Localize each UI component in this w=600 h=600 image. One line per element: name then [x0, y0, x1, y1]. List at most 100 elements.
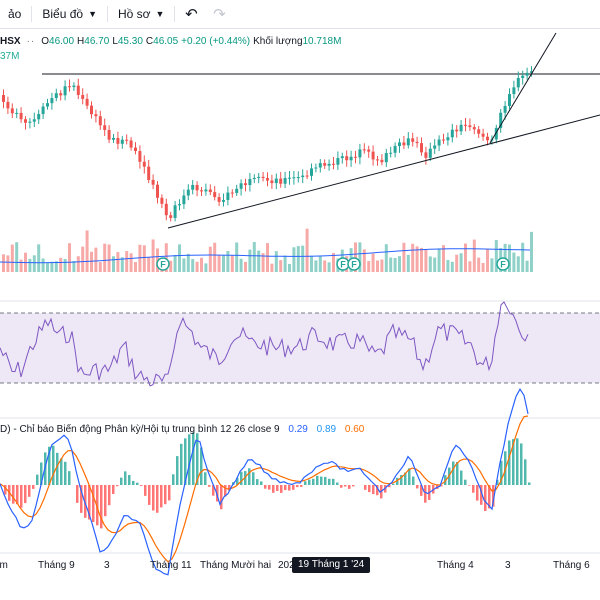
macd-histogram-bar — [144, 485, 147, 496]
volume-bar — [226, 251, 230, 272]
toolbar-divider — [106, 6, 108, 22]
macd-histogram-bar — [80, 485, 83, 513]
macd-histogram-bar — [172, 474, 175, 485]
candle-body — [371, 151, 375, 160]
volume-bar — [116, 252, 120, 272]
macd-histogram-bar — [108, 485, 111, 506]
candle-body — [354, 156, 357, 158]
volume-bar — [446, 259, 450, 272]
macd-histogram-bar — [480, 485, 483, 505]
candle-body — [85, 98, 89, 106]
volume-value: 10.718M — [302, 36, 342, 47]
chart-menu-button[interactable]: Biểu đồ ▼ — [34, 0, 105, 28]
macd-histogram-bar — [200, 447, 203, 485]
macd-histogram-bar — [196, 433, 199, 485]
candle-body — [239, 183, 243, 189]
candle-body — [459, 124, 463, 132]
macd-histogram-bar — [300, 485, 303, 487]
volume-bar — [164, 243, 168, 272]
volume-bar — [217, 255, 221, 272]
undo-button[interactable]: ↶ — [177, 0, 205, 28]
rsi-band — [0, 313, 600, 383]
candle-body — [222, 200, 225, 202]
candle-body — [112, 137, 115, 140]
open-value: 46.00 — [49, 36, 75, 47]
macd-histogram-bar — [88, 485, 91, 520]
macd-histogram-bar — [280, 485, 283, 493]
macd-histogram-bar — [524, 459, 527, 485]
macd-histogram-bar — [292, 485, 295, 490]
candle-body — [195, 185, 199, 191]
candle-body — [173, 205, 177, 218]
macd-histogram-bar — [100, 485, 103, 529]
toolbar-item-label: ảo — [8, 7, 22, 21]
macd-histogram-bar — [440, 485, 443, 487]
macd-histogram-bar — [400, 475, 403, 485]
macd-histogram-bar — [12, 485, 15, 504]
macd-histogram-bar — [312, 478, 315, 485]
macd-histogram-bar — [368, 485, 371, 493]
macd-histogram-bar — [32, 485, 35, 489]
volume-bar — [490, 258, 494, 272]
toolbar-item-truncated[interactable]: ảo — [0, 0, 29, 28]
candle-body — [24, 119, 27, 123]
volume-bar — [2, 254, 5, 272]
volume-bar — [261, 253, 265, 272]
volume-bar — [103, 243, 107, 272]
candle-body — [327, 163, 331, 166]
volume-bar — [415, 246, 419, 272]
macd-histogram-bar — [364, 485, 367, 490]
candle-body — [37, 114, 41, 120]
macd-histogram-bar — [140, 485, 143, 486]
volume-bar — [107, 244, 111, 272]
volume-bar — [195, 261, 199, 272]
candle-body — [437, 139, 441, 146]
candle-body — [376, 159, 379, 161]
volume-bar — [138, 244, 142, 272]
candle-body — [6, 101, 10, 109]
macd-histogram-bar — [512, 439, 515, 485]
candle-body — [178, 204, 181, 206]
macd-histogram-bar — [420, 485, 423, 496]
redo-button[interactable]: ↷ — [205, 0, 233, 28]
macd-histogram-bar — [20, 485, 23, 508]
volume-bar — [525, 260, 529, 272]
volume-bar — [257, 250, 261, 272]
candle-body — [204, 189, 208, 192]
volume-bar — [252, 242, 256, 272]
macd-legend[interactable]: D) - Chỉ báo Biến động Phân kỳ/Hội tụ tr… — [0, 424, 364, 435]
volume-bar — [424, 249, 428, 272]
candle-body — [116, 137, 120, 144]
macd-histogram-bar — [156, 485, 159, 513]
volume-bar — [279, 260, 283, 272]
legend-dots-icon[interactable]: ·· — [26, 36, 36, 47]
symbol-label[interactable]: HSX — [0, 36, 21, 47]
volume-bar — [477, 257, 481, 272]
candle-body — [398, 142, 401, 147]
volume-bar — [406, 254, 410, 272]
candle-body — [10, 108, 14, 114]
candle-body — [481, 133, 485, 137]
volume-bar — [508, 244, 511, 272]
macd-histogram-bar — [64, 461, 67, 485]
candle-body — [336, 158, 340, 165]
signal-value: 0.89 — [316, 424, 337, 435]
macd-histogram-bar — [272, 485, 275, 493]
candle-body — [292, 177, 296, 179]
macd-histogram-bar — [460, 470, 463, 485]
marker-label: F — [340, 260, 346, 270]
candle-body — [94, 114, 98, 117]
macd-histogram-bar — [192, 432, 195, 485]
volume-bar — [472, 239, 476, 272]
candle-body — [230, 192, 234, 194]
macd-histogram-bar — [516, 438, 519, 485]
candle-body — [525, 72, 529, 76]
macd-histogram-bar — [224, 485, 227, 497]
volume-bar — [371, 253, 375, 272]
candle-body — [530, 71, 533, 73]
candle-body — [428, 148, 432, 158]
macd-pane — [0, 388, 531, 576]
profile-menu-button[interactable]: Hồ sơ ▼ — [110, 0, 172, 28]
volume-bar — [68, 243, 71, 272]
